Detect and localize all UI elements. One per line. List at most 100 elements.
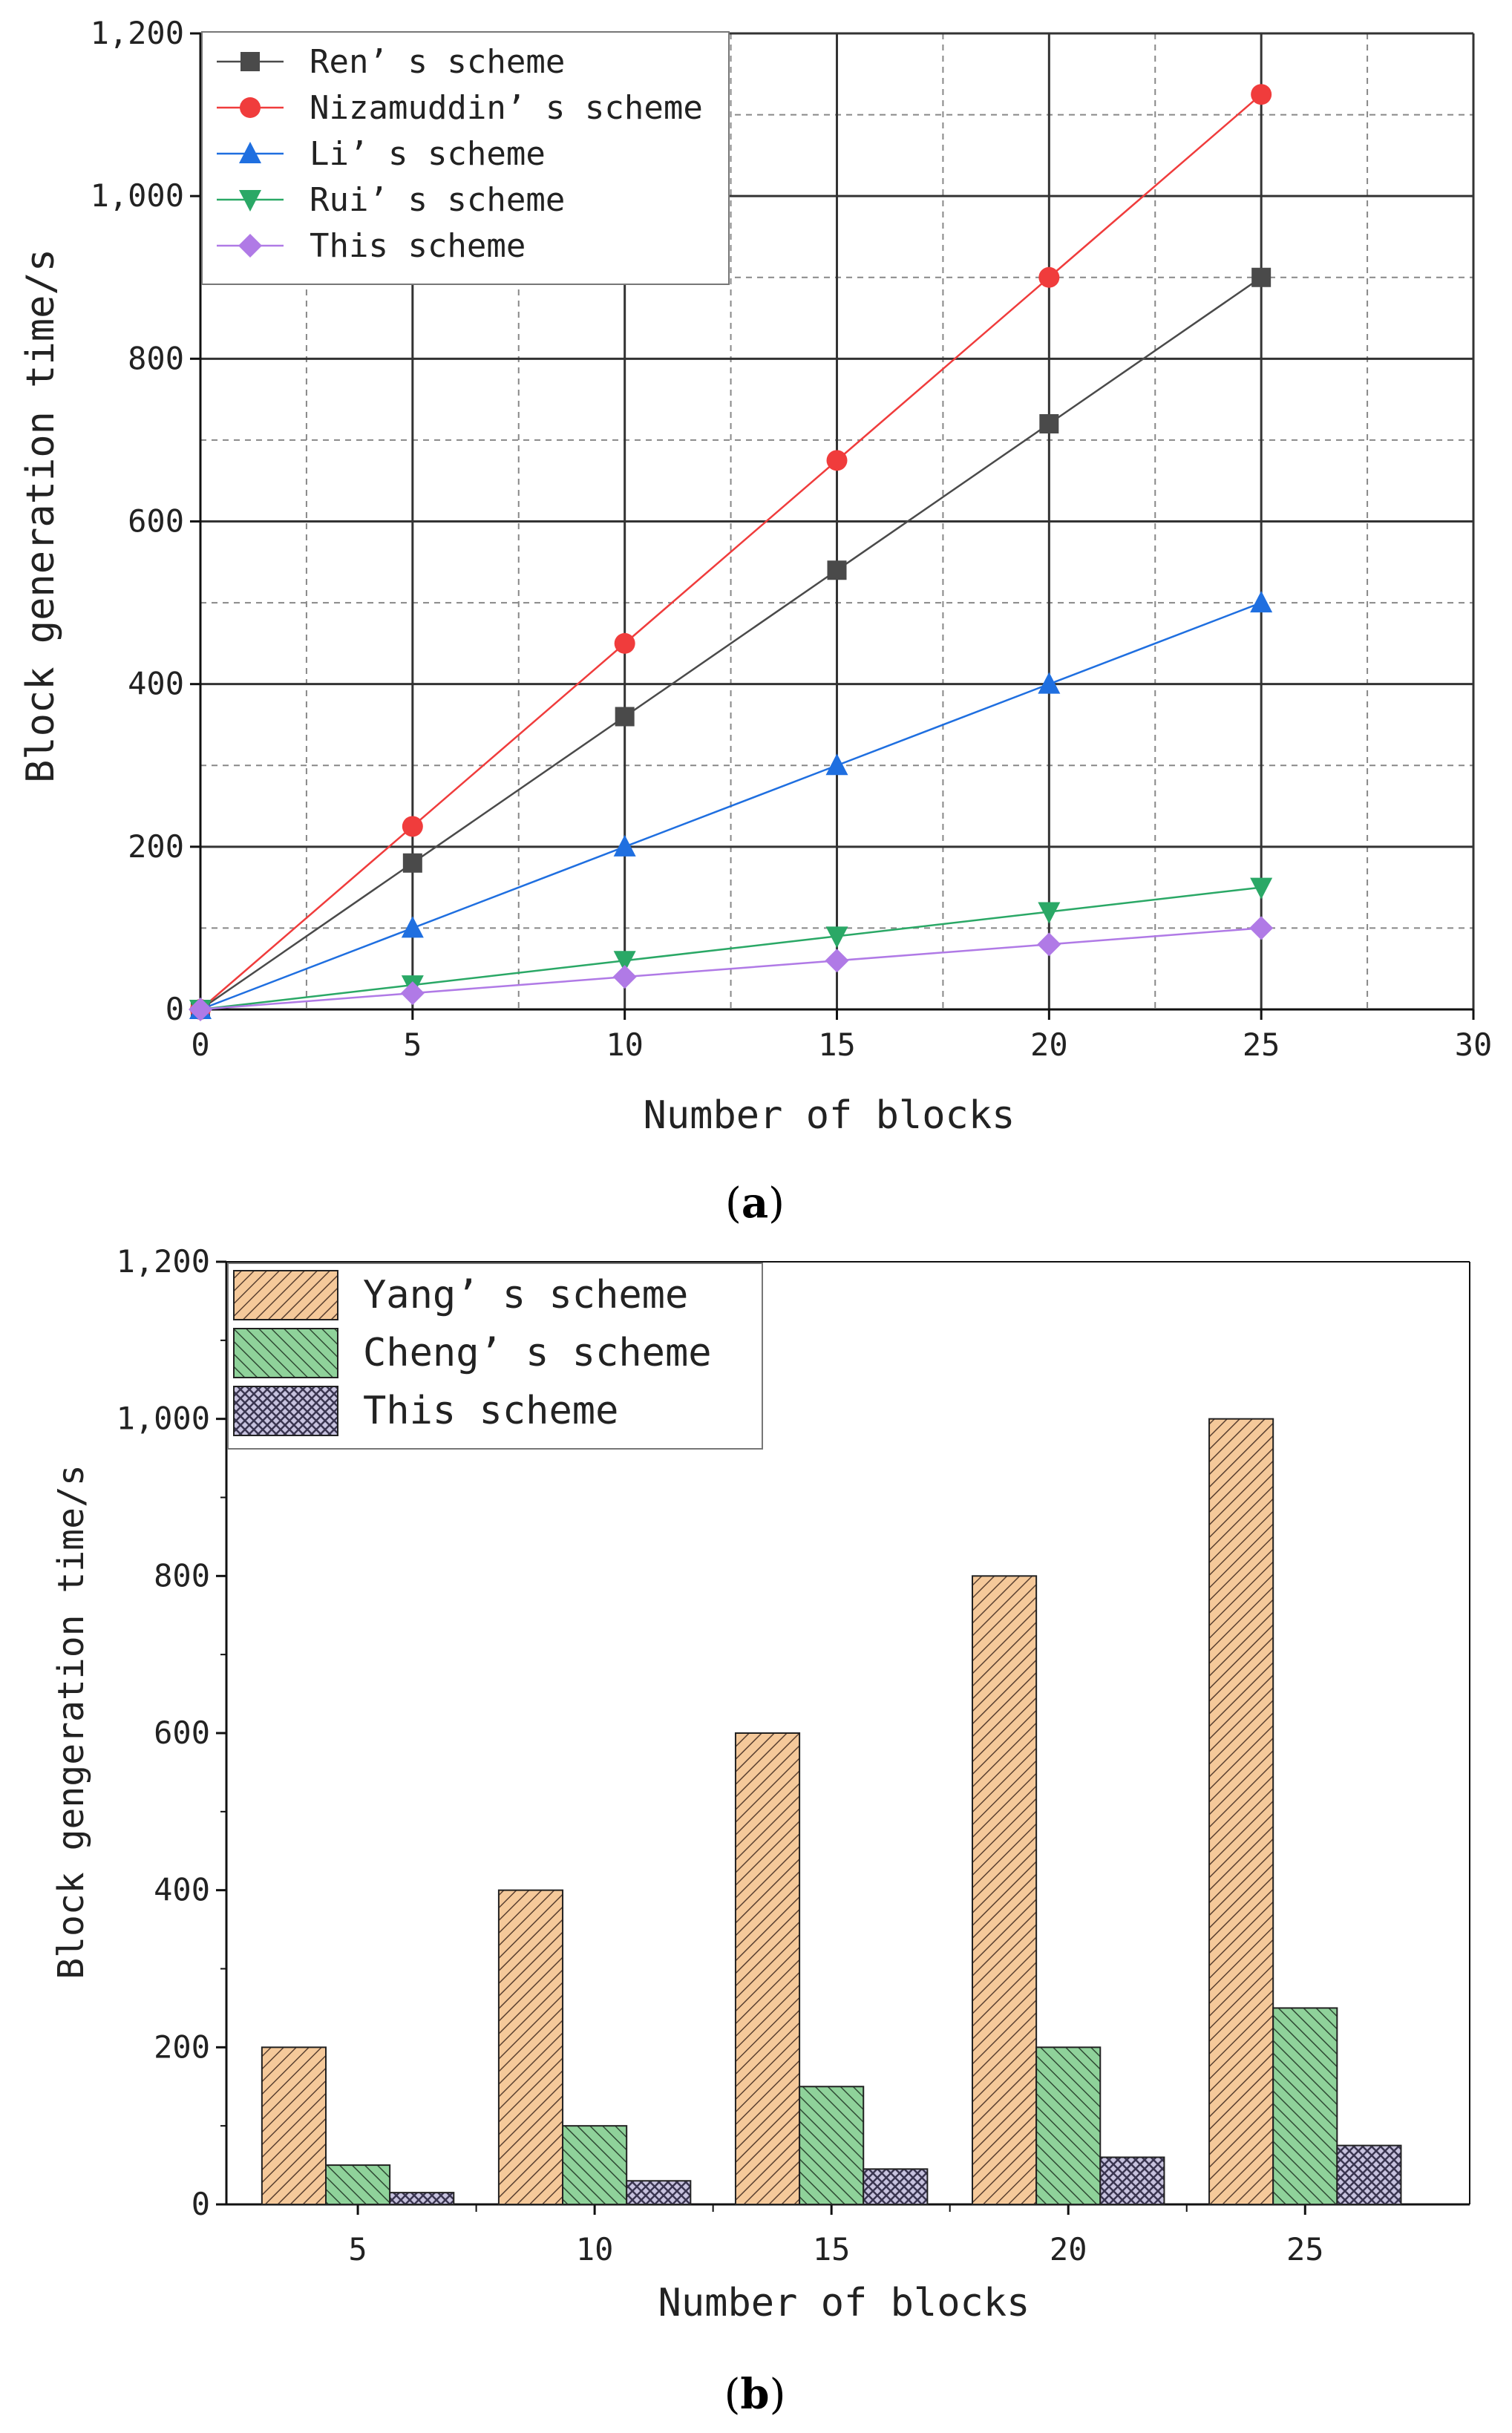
x-tick-label: 25 xyxy=(1243,1026,1280,1063)
data-point xyxy=(189,998,212,1021)
chart-b-legend: Yang’ s scheme Cheng’ s scheme This scheme xyxy=(227,1263,763,1450)
series-line xyxy=(200,927,1262,1011)
legend-marker xyxy=(238,234,262,258)
bar xyxy=(389,2192,455,2205)
bar-group xyxy=(497,1889,692,2206)
legend-label: This scheme xyxy=(363,1389,618,1433)
chart-a-legend: Ren’ s scheme Nizamuddin’ s scheme Li’ s s… xyxy=(201,31,730,285)
legend-marker xyxy=(240,97,261,118)
chart-a: 0 5 10 15 20 25 30 0 200 400 600 800 1,000 1,200 Ren’… xyxy=(19,15,1492,1138)
y-tick-label: 200 xyxy=(128,828,184,865)
bar xyxy=(1272,2007,1338,2206)
data-point xyxy=(1251,267,1272,287)
legend-entry: Rui’ s scheme xyxy=(217,181,565,219)
data-point xyxy=(1251,84,1272,105)
legend-entry: This scheme xyxy=(217,227,526,265)
bar-group xyxy=(1208,1418,1402,2206)
data-point xyxy=(612,965,637,989)
series-line xyxy=(200,276,1262,1011)
caption-a-open-paren: ( xyxy=(725,1179,742,1228)
y-tick-label: 200 xyxy=(154,2028,210,2065)
y-tick-label: 1,200 xyxy=(91,15,184,51)
y-tick-label: 0 xyxy=(192,2186,210,2222)
legend-entry: This scheme xyxy=(233,1386,618,1436)
legend-box xyxy=(201,31,730,285)
data-point xyxy=(1249,916,1274,940)
y-tick-label: 400 xyxy=(128,666,184,702)
y-tick-label: 0 xyxy=(166,991,184,1027)
legend-entry: Nizamuddin’ s scheme xyxy=(217,89,703,127)
series-4 xyxy=(189,916,1274,1021)
bar xyxy=(799,2086,865,2205)
legend-marker xyxy=(239,190,261,212)
data-point xyxy=(1038,902,1061,924)
y-tick-label: 800 xyxy=(128,340,184,376)
data-point xyxy=(400,981,425,1006)
x-tick-label: 10 xyxy=(576,2231,614,2267)
bar xyxy=(1336,2144,1402,2205)
y-tick-label: 600 xyxy=(154,1715,210,1751)
legend-label: Li’ s scheme xyxy=(310,135,546,173)
caption-b-label: b xyxy=(740,2370,769,2419)
legend-label: Yang’ s scheme xyxy=(363,1273,688,1317)
legend-label: This scheme xyxy=(310,227,526,265)
series-0 xyxy=(191,267,1272,1019)
data-point xyxy=(1038,266,1060,288)
x-tick-label: 15 xyxy=(813,2231,851,2267)
bar xyxy=(1208,1418,1274,2205)
data-point xyxy=(615,707,635,727)
data-point xyxy=(1037,932,1061,957)
legend-swatch xyxy=(233,1270,338,1320)
legend-label: Nizamuddin’ s scheme xyxy=(310,89,703,127)
caption-b-open-paren: ( xyxy=(724,2371,741,2419)
data-point xyxy=(1039,414,1059,433)
bar xyxy=(863,2168,929,2205)
x-tick-label: 5 xyxy=(403,1026,422,1063)
y-tick-label: 1,000 xyxy=(117,1401,210,1437)
caption-a-close-paren: ) xyxy=(768,1179,785,1228)
y-tick-label: 600 xyxy=(128,503,184,540)
legend-marker xyxy=(239,142,261,163)
data-point xyxy=(826,450,848,471)
legend-label: Cheng’ s scheme xyxy=(363,1331,712,1375)
x-tick-label: 0 xyxy=(191,1026,209,1063)
data-point xyxy=(827,560,847,580)
x-tick-label: 5 xyxy=(348,2231,367,2267)
x-tick-label: 10 xyxy=(606,1026,644,1063)
data-point xyxy=(401,916,424,938)
legend-label: Rui’ s scheme xyxy=(310,181,565,219)
bar-group xyxy=(261,2046,455,2205)
bar xyxy=(626,2180,692,2205)
data-point xyxy=(613,951,636,973)
x-tick-label: 15 xyxy=(818,1026,856,1063)
data-point xyxy=(1038,672,1061,694)
bar xyxy=(1099,2156,1165,2205)
bar xyxy=(562,2125,628,2206)
series-line xyxy=(200,94,1262,1010)
bar xyxy=(1035,2046,1102,2205)
bar xyxy=(497,1889,564,2206)
legend-entry: Yang’ s scheme xyxy=(233,1270,688,1320)
bar xyxy=(261,2046,327,2205)
chart-a-series xyxy=(189,84,1274,1021)
legend-entry: Li’ s scheme xyxy=(217,135,546,173)
legend-swatch xyxy=(233,1328,338,1378)
x-tick-label: 30 xyxy=(1455,1026,1493,1063)
data-point xyxy=(825,926,848,949)
chart-b: 0 200 400 600 800 1,000 1,200 5 10 15 20 25 Yang’ s… xyxy=(50,1243,1470,2325)
legend-swatch xyxy=(233,1386,338,1436)
data-point xyxy=(402,816,423,837)
caption-a-label: a xyxy=(742,1179,768,1228)
bar xyxy=(325,2164,391,2205)
x-tick-label: 20 xyxy=(1050,2231,1087,2267)
data-point xyxy=(1250,591,1273,613)
legend-label: Ren’ s scheme xyxy=(310,43,565,81)
caption-b-close-paren: ) xyxy=(770,2371,786,2419)
y-tick-label: 1,000 xyxy=(91,177,184,214)
bar xyxy=(972,1575,1038,2205)
series-line xyxy=(200,601,1262,1011)
data-point xyxy=(613,834,636,857)
chart-b-ticks: 0 200 400 600 800 1,000 1,200 5 10 15 20 25 xyxy=(117,1243,1324,2267)
